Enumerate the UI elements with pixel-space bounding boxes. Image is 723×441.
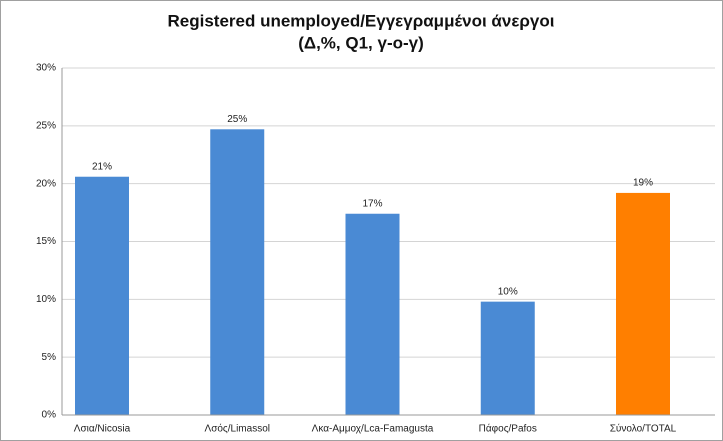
chart-subtitle: (Δ,%, Q1, γ-ο-γ) [298, 33, 424, 52]
bar [616, 192, 670, 415]
data-label: 19% [633, 178, 653, 189]
y-tick-label: 10% [36, 294, 56, 305]
data-label: 21% [92, 161, 112, 172]
x-tick-label: Σύνολο/TOTAL [610, 423, 677, 435]
bar [75, 176, 129, 415]
data-label: 25% [227, 114, 247, 125]
y-tick-label: 20% [36, 178, 56, 189]
y-tick-label: 0% [42, 410, 57, 421]
x-tick-label: Λσός/Limassol [205, 423, 270, 435]
y-tick-label: 25% [36, 120, 56, 131]
bar [210, 129, 265, 415]
bar [480, 301, 535, 415]
y-tick-label: 15% [36, 236, 56, 247]
data-label: 17% [362, 198, 382, 209]
bar [345, 213, 400, 415]
x-tick-label: Πάφος/Pafos [479, 423, 537, 435]
chart-title: Registered unemployed/Εγγεγραμμένοι άνερ… [168, 11, 555, 30]
x-tick-label: Λσια/Nicosia [74, 424, 131, 435]
data-label: 10% [498, 286, 518, 297]
y-tick-label: 5% [42, 352, 57, 363]
x-tick-label: Λκα-Αμμοχ/Lca-Famagusta [312, 424, 434, 435]
y-tick-label: 30% [36, 63, 56, 74]
